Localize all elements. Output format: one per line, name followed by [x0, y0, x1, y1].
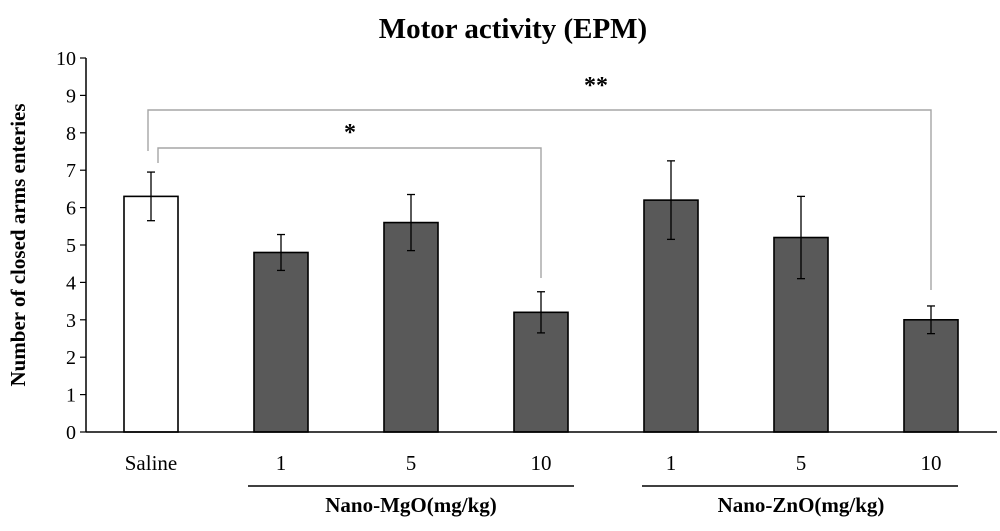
x-category-label: 5 — [406, 451, 417, 475]
x-category-label: 1 — [276, 451, 287, 475]
group-label: Nano-MgO(mg/kg) — [325, 493, 497, 517]
y-ticks: 0 1 2 3 4 5 6 7 8 9 10 — [56, 48, 86, 444]
y-tick-label: 7 — [66, 160, 76, 182]
group-label: Nano-ZnO(mg/kg) — [718, 493, 885, 517]
significance-bracket — [157, 147, 542, 278]
bar — [253, 251, 309, 433]
bar — [123, 195, 179, 433]
x-category-labels: Saline 1 5 10 1 5 10 — [125, 451, 942, 475]
x-category-label: 10 — [921, 451, 942, 475]
error-bars — [147, 160, 935, 335]
significance-label: ** — [584, 73, 608, 99]
y-tick-label: 5 — [66, 235, 76, 257]
significance-bracket — [147, 109, 932, 290]
bar — [903, 318, 959, 433]
y-axis-title: Number of closed arms enteries — [6, 103, 30, 386]
chart-title: Motor activity (EPM) — [379, 13, 647, 45]
y-tick-label: 6 — [66, 198, 76, 220]
y-tick-label: 2 — [66, 347, 76, 369]
y-tick-label: 4 — [66, 272, 76, 294]
bar — [383, 221, 439, 433]
y-tick-label: 3 — [66, 310, 76, 332]
y-tick-label: 1 — [66, 385, 76, 407]
x-category-label: 5 — [796, 451, 807, 475]
y-tick-label: 0 — [66, 422, 76, 444]
x-category-label: 1 — [666, 451, 677, 475]
y-tick-label: 9 — [66, 85, 76, 107]
bars — [123, 195, 959, 433]
y-tick-label: 10 — [56, 48, 76, 70]
x-category-label: Saline — [125, 451, 178, 475]
y-tick-label: 8 — [66, 123, 76, 145]
group-labels: Nano-MgO(mg/kg) Nano-ZnO(mg/kg) — [248, 485, 958, 517]
significance-annotations: *** — [147, 73, 932, 290]
significance-label: * — [344, 120, 356, 146]
x-category-label: 10 — [531, 451, 552, 475]
